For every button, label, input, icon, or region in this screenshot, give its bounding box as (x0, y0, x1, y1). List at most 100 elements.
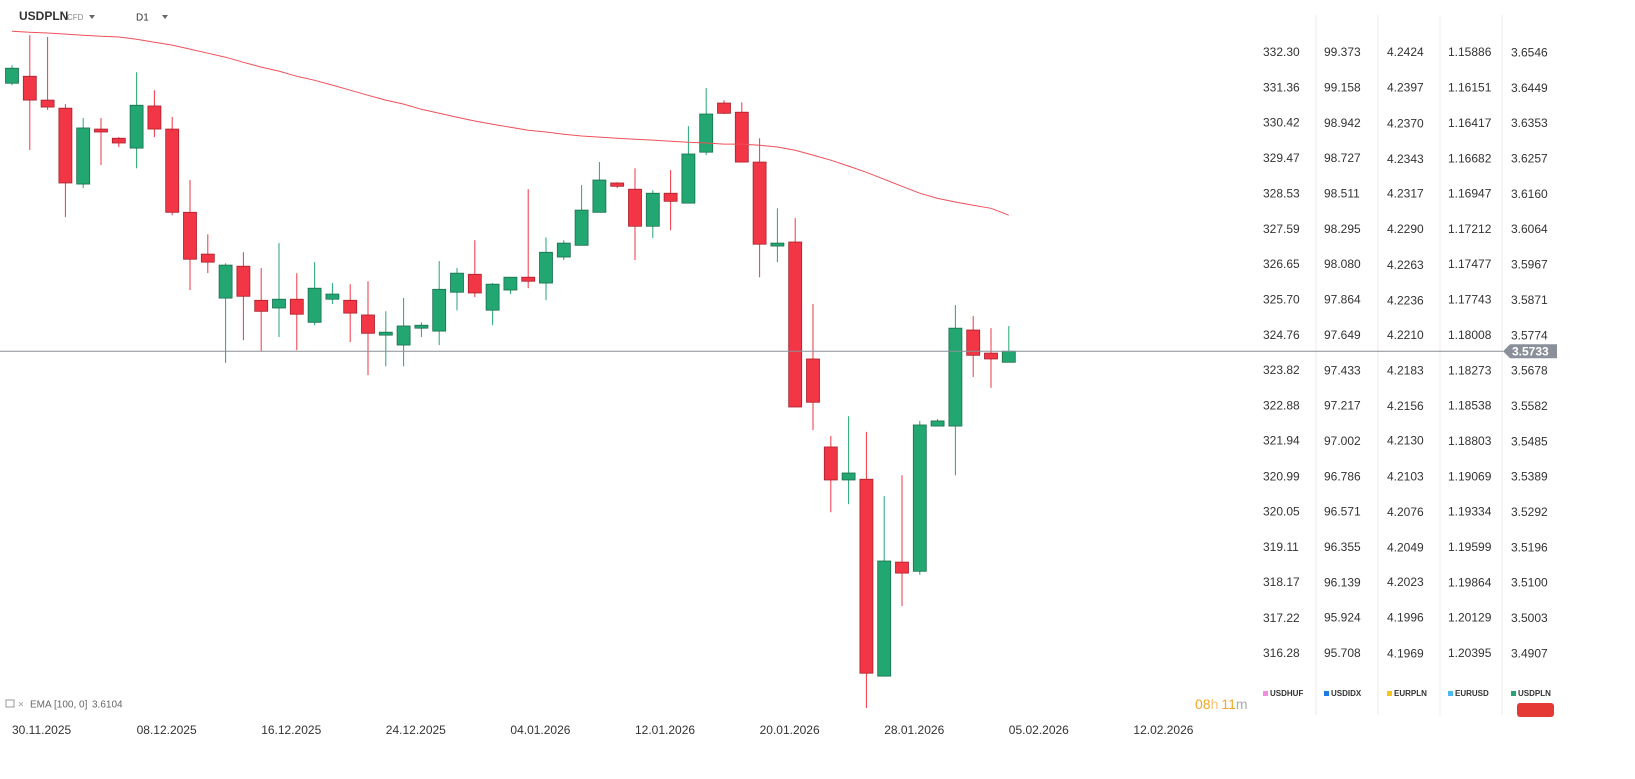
y-tick-label: 331.36 (1263, 80, 1300, 94)
candle-body (699, 113, 714, 153)
legend-swatch (1511, 691, 1516, 696)
candle-body (343, 299, 358, 314)
y-tick-label: 1.17477 (1448, 257, 1492, 271)
x-tick-label: 28.01.2026 (884, 723, 944, 737)
legend-label: EURUSD (1455, 689, 1489, 698)
y-tick-label: 4.2290 (1387, 222, 1424, 236)
y-tick-label: 1.18273 (1448, 363, 1492, 377)
y-tick-label: 3.5100 (1511, 576, 1548, 590)
candle-body (841, 472, 856, 481)
legend-label: EURPLN (1394, 689, 1427, 698)
y-tick-label: 96.139 (1324, 575, 1361, 589)
timeframe[interactable]: D1 (136, 13, 149, 24)
y-tick-label: 4.2049 (1387, 541, 1424, 555)
y-tick-label: 96.355 (1324, 540, 1361, 554)
y-tick-label: 3.5292 (1511, 505, 1548, 519)
y-tick-label: 3.5582 (1511, 399, 1548, 413)
y-tick-label: 326.65 (1263, 257, 1300, 271)
y-tick-label: 3.6257 (1511, 151, 1548, 165)
y-tick-label: 4.2130 (1387, 434, 1424, 448)
y-tick-label: 1.15886 (1448, 45, 1492, 59)
y-tick-label: 95.924 (1324, 611, 1361, 625)
candle-body (40, 99, 55, 108)
symbol-title[interactable]: USDPLN (19, 9, 68, 23)
y-tick-label: 4.2210 (1387, 328, 1424, 342)
candle-body (806, 358, 820, 403)
candle-body (5, 67, 19, 84)
y-tick-label: 318.17 (1263, 575, 1300, 589)
candle-body (378, 331, 393, 336)
ema-value: 3.6104 (92, 700, 123, 711)
y-tick-label: 98.727 (1324, 151, 1361, 165)
y-tick-label: 327.59 (1263, 222, 1300, 236)
y-tick-label: 332.30 (1263, 45, 1300, 59)
candle-body (966, 329, 981, 356)
candle-body (236, 265, 251, 297)
y-tick-label: 99.158 (1324, 80, 1361, 94)
y-tick-label: 96.571 (1324, 505, 1361, 519)
candle-body (289, 298, 304, 315)
trade-button[interactable] (1517, 703, 1554, 717)
indicator-legend: × EMA [100, 0] 3.6104 (5, 699, 123, 711)
candle-body (1001, 350, 1016, 363)
y-tick-label: 320.05 (1263, 505, 1300, 519)
y-tick-label: 321.94 (1263, 434, 1300, 448)
candle-body (930, 420, 945, 427)
y-tick-label: 1.17212 (1448, 222, 1492, 236)
y-tick-label: 98.942 (1324, 116, 1361, 130)
candle-body (984, 352, 998, 360)
y-tick-label: 1.16682 (1448, 151, 1492, 165)
price-tag (1503, 344, 1557, 359)
timer-h: h (1211, 696, 1219, 712)
x-tick-label: 05.02.2026 (1009, 723, 1069, 737)
candle-body (521, 276, 536, 282)
candle-body (592, 179, 607, 213)
y-tick-label: 98.080 (1324, 257, 1361, 271)
legend-icon[interactable] (5, 699, 15, 708)
legend-close[interactable]: × (18, 700, 24, 711)
legend-label: USDHUF (1270, 689, 1303, 698)
candle-body (645, 192, 660, 227)
y-tick-label: 1.19334 (1448, 505, 1492, 519)
candle-body (752, 161, 767, 245)
legend-label: USDIDX (1331, 689, 1362, 698)
candle-body (307, 287, 322, 323)
x-tick-label: 04.01.2026 (510, 723, 570, 737)
y-tick-label: 4.2424 (1387, 45, 1424, 59)
y-tick-label: 323.82 (1263, 363, 1300, 377)
legend-swatch (1387, 691, 1392, 696)
candle-body (895, 561, 909, 574)
candle-body (734, 111, 749, 163)
candle-body (503, 276, 518, 291)
y-tick-label: 1.18008 (1448, 328, 1492, 342)
y-tick-label: 3.6546 (1511, 45, 1548, 59)
candle-body (183, 211, 197, 260)
candle-body (325, 293, 340, 300)
y-tick-label: 1.19864 (1448, 575, 1492, 589)
symbol-caret[interactable] (89, 15, 95, 19)
candle-body (663, 192, 678, 202)
y-tick-label: 3.5678 (1511, 364, 1548, 378)
y-tick-label: 4.1996 (1387, 611, 1424, 625)
candle-body (76, 127, 91, 185)
candle-body (788, 241, 803, 408)
candle-body (147, 105, 162, 130)
candle-body (254, 299, 269, 312)
y-tick-label: 1.20129 (1448, 611, 1492, 625)
candle-body (396, 325, 411, 346)
y-tick-label: 97.433 (1324, 363, 1361, 377)
candle-body (432, 288, 447, 332)
y-tick-label: 4.2317 (1387, 186, 1424, 200)
candle-body (877, 560, 892, 677)
y-tick-label: 96.786 (1324, 469, 1361, 483)
y-tick-label: 325.70 (1263, 293, 1300, 307)
y-tick-label: 95.708 (1324, 646, 1361, 660)
y-tick-label: 1.19069 (1448, 469, 1492, 483)
price-tag-label: 3.5733 (1512, 344, 1549, 358)
candle-body (717, 102, 731, 114)
candle-body (628, 188, 642, 227)
candle-body (22, 75, 37, 101)
timeframe-caret[interactable] (162, 15, 168, 19)
y-tick-label: 98.511 (1324, 187, 1360, 201)
candle-body (111, 137, 126, 144)
